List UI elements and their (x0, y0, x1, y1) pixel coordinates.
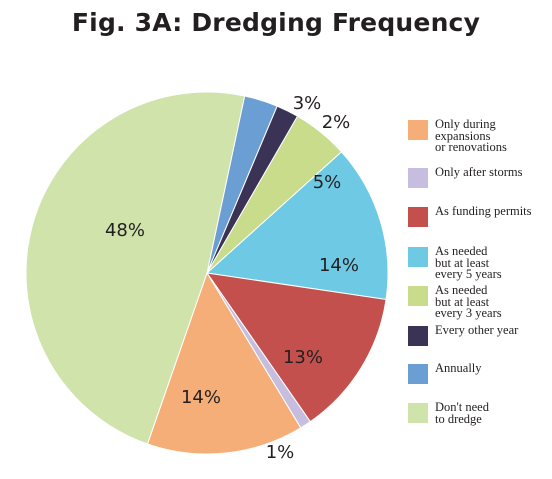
legend-label: As needed but at least every 5 years (435, 244, 502, 281)
legend-swatch (408, 286, 428, 306)
legend-label: Annually (435, 361, 482, 375)
legend-label: As needed but at least every 3 years (435, 283, 502, 320)
slice-label-6: 1% (266, 442, 295, 463)
pie-slice-4 (205, 151, 389, 301)
legend-swatch (408, 247, 428, 267)
chart-title: Fig. 3A: Dredging Frequency (71, 8, 481, 37)
legend-label: Only after storms (435, 165, 523, 179)
legend-label: Only during expansions or renovations (435, 117, 507, 154)
pie-slice-5 (205, 272, 387, 423)
slice-label-1: 3% (293, 93, 322, 114)
legend-swatch (408, 403, 428, 423)
slice-label-2: 2% (322, 112, 351, 133)
legend-label: Every other year (435, 323, 519, 337)
legend-label: As funding permits (435, 204, 532, 218)
legend-swatch (408, 168, 428, 188)
slice-label-5: 13% (283, 347, 323, 368)
legend-label: Don't need to dredge (435, 400, 489, 426)
pie-slice-7 (146, 271, 302, 455)
slice-label-7: 14% (181, 387, 221, 408)
legend-swatch (408, 326, 428, 346)
legend-swatch (408, 120, 428, 140)
pie-slice-8 (25, 91, 246, 445)
slice-label-4: 14% (319, 255, 359, 276)
legend-swatch (408, 364, 428, 384)
legend-swatch (408, 207, 428, 227)
slice-label-8: 48% (105, 220, 145, 241)
slice-label-3: 5% (313, 172, 342, 193)
